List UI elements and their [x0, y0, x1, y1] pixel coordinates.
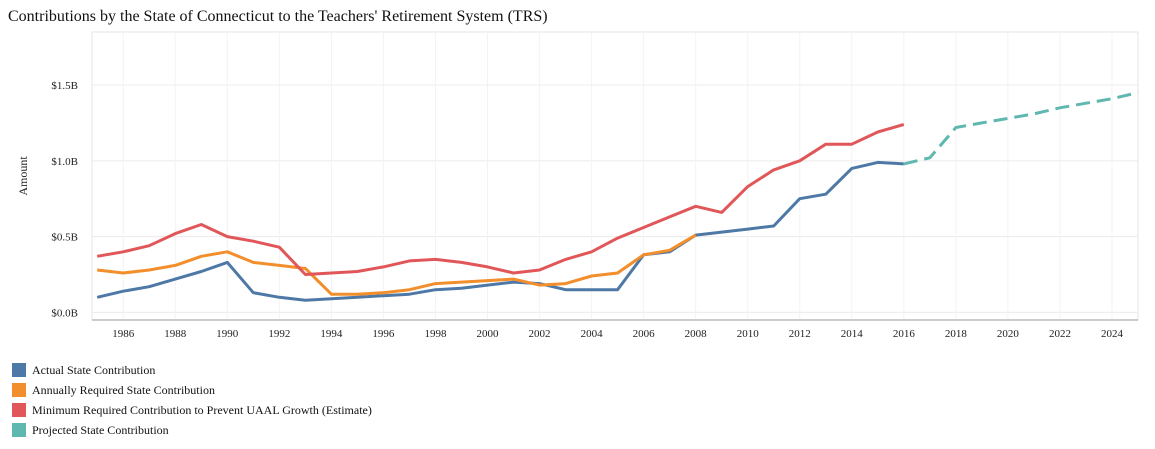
legend-item-3: Minimum Required Contribution to Prevent…: [12, 400, 372, 420]
series-layer: [96, 91, 1139, 302]
plot-frame: [91, 31, 1139, 321]
x-tick-label: 2024: [1101, 328, 1124, 340]
legend: Actual State Contribution Annually Requir…: [12, 360, 372, 440]
axes: $0.0B $0.5B $1.0B $1.5B 1986 1988 1990 1992 1994…: [51, 80, 1138, 340]
x-tick-label: 2018: [945, 328, 968, 340]
y-tick-label: $0.0B: [51, 307, 78, 319]
legend-item-1: Actual State Contribution: [12, 360, 372, 380]
legend-label: Annually Required State Contribution: [32, 382, 215, 397]
x-tick-label: 2010: [737, 328, 760, 340]
legend-item-2: Annually Required State Contribution: [12, 380, 372, 400]
x-tick-label: 1986: [112, 328, 135, 340]
x-tick-label: 2020: [997, 328, 1020, 340]
series-line-4: [903, 91, 1139, 166]
x-tick-label: 1998: [424, 328, 447, 340]
y-tick-label: $1.5B: [51, 80, 78, 92]
y-tick-label: $0.5B: [51, 232, 78, 244]
legend-label: Actual State Contribution: [32, 362, 156, 377]
chart-title: Contributions by the State of Connecticu…: [8, 8, 548, 25]
x-tick-label: 1990: [216, 328, 239, 340]
x-tick-label: 2012: [789, 328, 811, 340]
series-line-3: [96, 123, 905, 276]
series-line-1: [96, 160, 904, 302]
series-line-2: [97, 233, 697, 296]
legend-swatch: [12, 423, 26, 437]
legend-swatch: [12, 383, 26, 397]
x-tick-label: 2004: [581, 328, 604, 340]
x-tick-label: 2022: [1049, 328, 1071, 340]
x-tick-label: 1996: [372, 328, 395, 340]
x-tick-label: 2006: [633, 328, 656, 340]
x-tick-label: 1994: [320, 328, 343, 340]
legend-label: Minimum Required Contribution to Prevent…: [32, 402, 372, 417]
legend-label: Projected State Contribution: [32, 422, 169, 437]
x-tick-label: 2008: [685, 328, 708, 340]
legend-item-4: Projected State Contribution: [12, 420, 372, 440]
y-tick-label: $1.0B: [51, 156, 78, 168]
x-tick-label: 2014: [841, 328, 864, 340]
x-tick-label: 1988: [164, 328, 187, 340]
legend-swatch: [12, 363, 26, 377]
x-tick-label: 2002: [529, 328, 551, 340]
legend-swatch: [12, 403, 26, 417]
x-tick-label: 2000: [477, 328, 500, 340]
line-chart: $0.0B $0.5B $1.0B $1.5B 1986 1988 1990 1992 1994…: [16, 31, 1139, 340]
x-tick-label: 1992: [268, 328, 290, 340]
x-tick-label: 2016: [893, 328, 916, 340]
grid-lines: [91, 31, 1139, 321]
y-axis-label: Amount: [16, 156, 30, 196]
